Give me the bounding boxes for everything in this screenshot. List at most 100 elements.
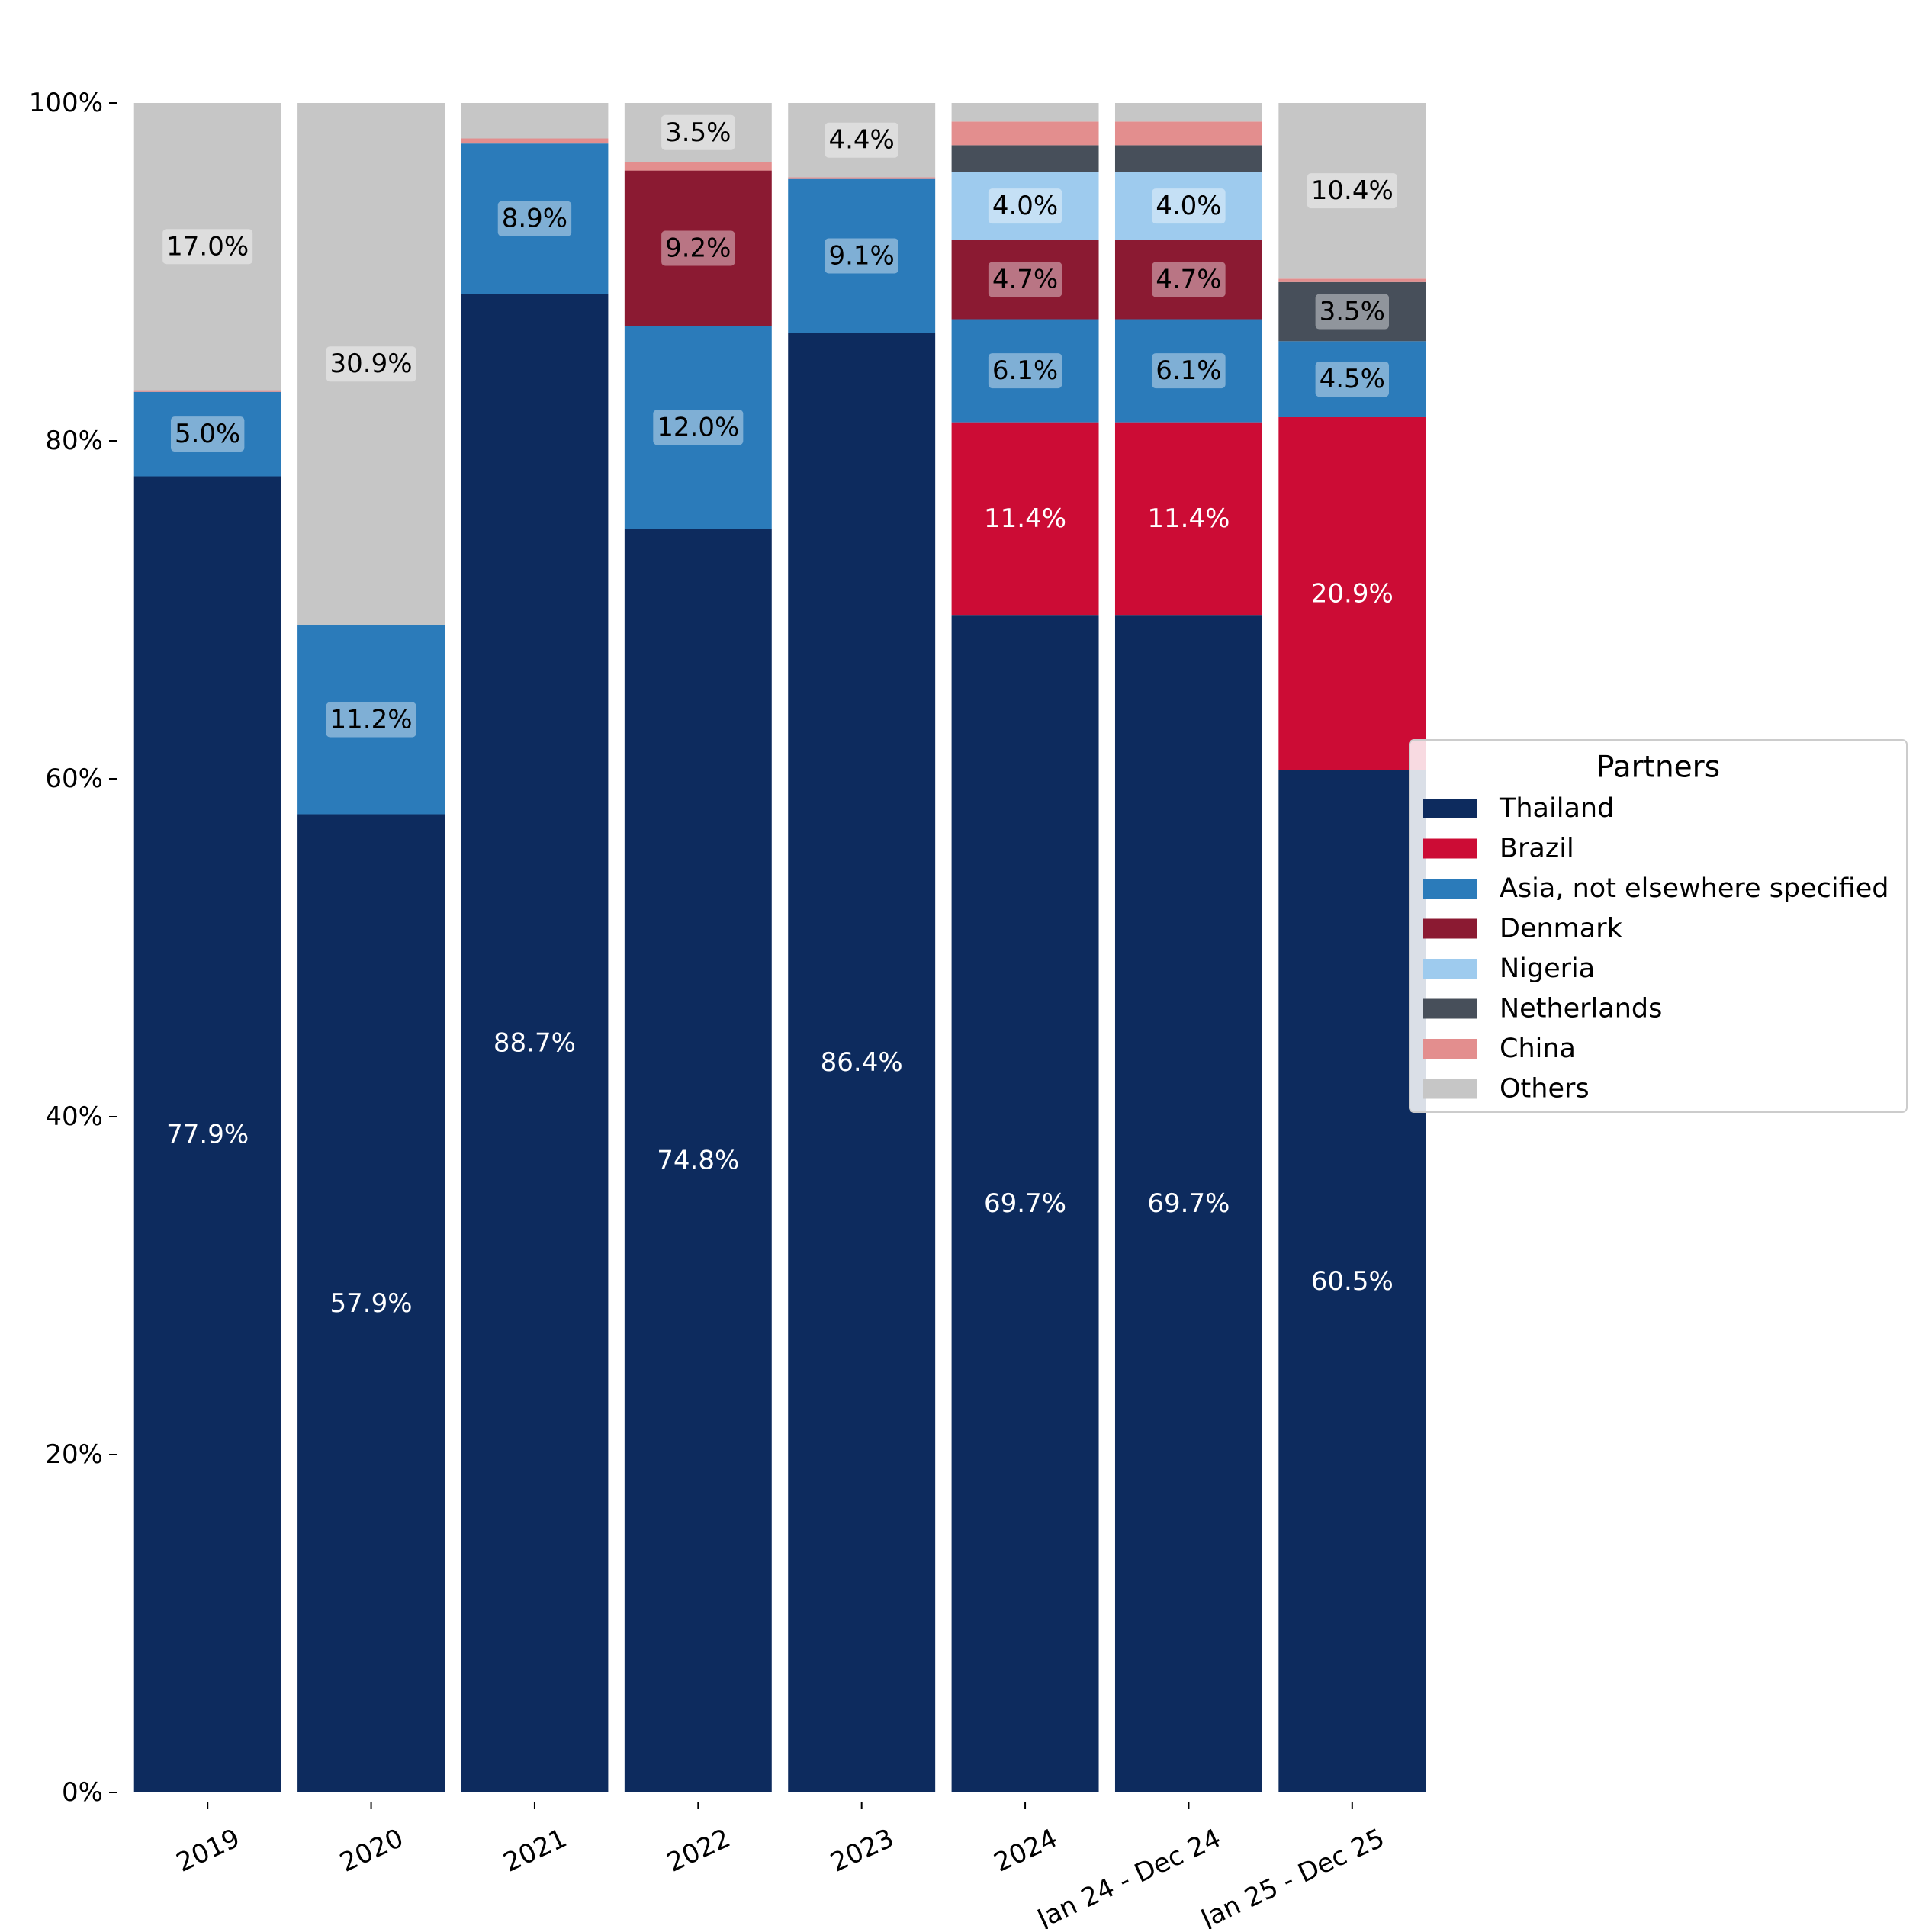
bar-segment [461,103,609,139]
segment-label-group: 4.7% [988,262,1062,297]
segment-label: 12.0% [657,412,739,442]
bar-segment [1114,240,1262,320]
segment-label-box [162,229,253,265]
segment-label-group: 8.9% [497,201,572,236]
segment-label-group: 3.5% [661,114,735,150]
bar-segment [624,529,772,1793]
segment-label-group: 6.1% [1152,353,1226,389]
segment-label: 30.9% [330,349,413,379]
legend-label: Denmark [1500,914,1623,944]
segment-label-box [170,416,245,452]
bar-segment [1114,615,1262,1792]
segment-label: 4.7% [992,264,1058,294]
x-tick-label: 2022 [662,1823,735,1879]
bar-segment [133,391,281,477]
bar-segment [297,103,445,625]
segment-label: 88.7% [493,1028,576,1059]
segment-label: 74.8% [657,1146,739,1176]
segment-label-group: 69.7% [1147,1188,1230,1219]
bar-segment [624,103,772,162]
x-tick-label: 2020 [336,1823,408,1879]
segment-label-box [1152,353,1226,389]
bar-segment [1278,103,1426,279]
x-tick-label: 2023 [826,1823,898,1879]
segment-label-box [1315,294,1390,330]
y-tick-label: 80% [45,426,103,456]
segment-label: 4.7% [1156,264,1221,294]
bar-segment [951,319,1099,423]
legend-swatch [1423,1039,1477,1059]
bar-segment [461,138,609,144]
segment-label: 57.9% [330,1288,413,1319]
segment-label-box [326,702,416,738]
segment-label-group: 4.7% [1152,262,1226,297]
legend-swatch [1423,918,1477,939]
segment-label-box [988,262,1062,297]
bar-segment [951,422,1099,616]
bar-segment [461,143,609,294]
segment-label: 4.4% [828,125,894,156]
bar-segment [1278,278,1426,282]
segment-label: 11.2% [330,704,413,735]
segment-label: 3.5% [665,117,731,148]
segment-label: 60.5% [1311,1266,1394,1297]
legend-item: Netherlands [1423,994,1662,1024]
y-tick-label: 60% [45,764,103,794]
segment-label-group: 74.8% [657,1146,739,1176]
segment-label-box [988,353,1062,389]
segment-label: 11.4% [984,503,1066,534]
segment-label-group: 77.9% [166,1119,249,1149]
segment-label-box [1307,173,1397,209]
bar-segment [788,103,936,178]
segment-label: 20.9% [1311,578,1394,609]
segment-label-group: 12.0% [653,410,744,445]
segment-label-box [661,114,735,150]
segment-label-box [1315,362,1390,397]
legend-label: Nigeria [1500,953,1595,984]
legend-title: Partners [1596,751,1720,785]
legend-swatch [1423,838,1477,859]
x-tick-label: Jan 25 - Dec 25 [1195,1823,1390,1929]
segment-label-group: 20.9% [1311,578,1394,609]
segment-label-box [988,188,1062,224]
bar-segment [133,390,281,392]
x-tick-label: 2021 [499,1823,571,1879]
segment-label: 8.9% [502,204,567,234]
segment-label: 6.1% [992,355,1058,386]
segment-label-group: 4.4% [825,122,898,158]
bar-segment [297,814,445,1792]
segment-label-box [653,410,744,445]
legend-item: Nigeria [1423,953,1595,984]
legend-item: China [1423,1034,1576,1064]
segment-label-group: 9.1% [825,238,898,274]
bar-segment [461,294,609,1792]
bar-segment [951,240,1099,320]
segment-label-group: 69.7% [984,1188,1066,1219]
x-tick-label: 2024 [989,1823,1062,1879]
segment-label-group: 17.0% [162,229,253,265]
segment-label: 69.7% [1147,1188,1230,1219]
segment-label: 86.4% [821,1047,903,1078]
bar-segment [1278,770,1426,1792]
segment-label: 4.5% [1320,364,1385,394]
segment-label-box [1152,262,1226,297]
segment-label-group: 30.9% [326,346,416,382]
bars-layer [133,103,1426,1793]
bar-segment [133,103,281,391]
legend-item: Brazil [1423,834,1574,864]
legend-label: Netherlands [1500,994,1662,1024]
legend-swatch [1423,799,1477,818]
segment-label-group: 5.0% [170,416,245,452]
bar-segment [951,172,1099,240]
legend-label: Brazil [1500,834,1574,864]
bar-segment [788,178,936,333]
segment-label-box [1152,188,1226,224]
bar-segment [624,170,772,326]
bar-segment [1278,341,1426,417]
y-axis: 0% 20% 40% 60% 80% 100% [29,88,117,1808]
legend: Partners Thailand Brazil Asia, not elsewher… [1409,739,1908,1113]
bar-segment [624,326,772,529]
bar-segment [297,625,445,815]
